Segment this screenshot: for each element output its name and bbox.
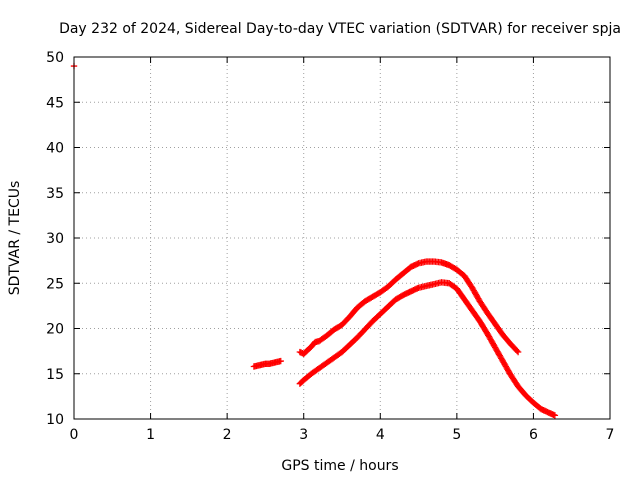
y-tick-label: 50 bbox=[46, 50, 64, 66]
x-axis-label: GPS time / hours bbox=[281, 458, 398, 474]
y-tick-label: 30 bbox=[46, 231, 64, 247]
chart-title: Day 232 of 2024, Sidereal Day-to-day VTE… bbox=[59, 21, 621, 37]
x-tick-label: 2 bbox=[223, 427, 232, 443]
data-layer bbox=[70, 62, 559, 419]
upper-arc-marker bbox=[514, 348, 522, 356]
y-tick-label: 25 bbox=[46, 276, 64, 292]
x-tick-label: 0 bbox=[70, 427, 79, 443]
lower-arc-marker bbox=[551, 412, 559, 419]
upper-arc-marker bbox=[513, 347, 521, 355]
x-tick-label: 3 bbox=[299, 427, 308, 443]
x-tick-label: 5 bbox=[452, 427, 461, 443]
series-short-segment bbox=[250, 357, 284, 370]
y-axis-label: SDTVAR / TECUs bbox=[7, 181, 23, 296]
x-tick-label: 6 bbox=[529, 427, 538, 443]
y-tick-label: 20 bbox=[46, 322, 64, 338]
y-tick-label: 10 bbox=[46, 412, 64, 428]
plot-border bbox=[73, 56, 611, 420]
x-tick-label: 7 bbox=[606, 427, 615, 443]
short-segment-marker bbox=[277, 357, 284, 365]
y-tick-label: 15 bbox=[46, 367, 64, 383]
y-tick-label: 35 bbox=[46, 186, 64, 202]
y-tick-label: 45 bbox=[46, 95, 64, 111]
x-tick-label: 4 bbox=[376, 427, 385, 443]
series-lower-arc bbox=[296, 279, 559, 419]
x-tick-label: 1 bbox=[146, 427, 155, 443]
grid-layer bbox=[74, 57, 610, 419]
series-upper-arc bbox=[296, 258, 522, 358]
y-tick-label: 40 bbox=[46, 141, 64, 157]
